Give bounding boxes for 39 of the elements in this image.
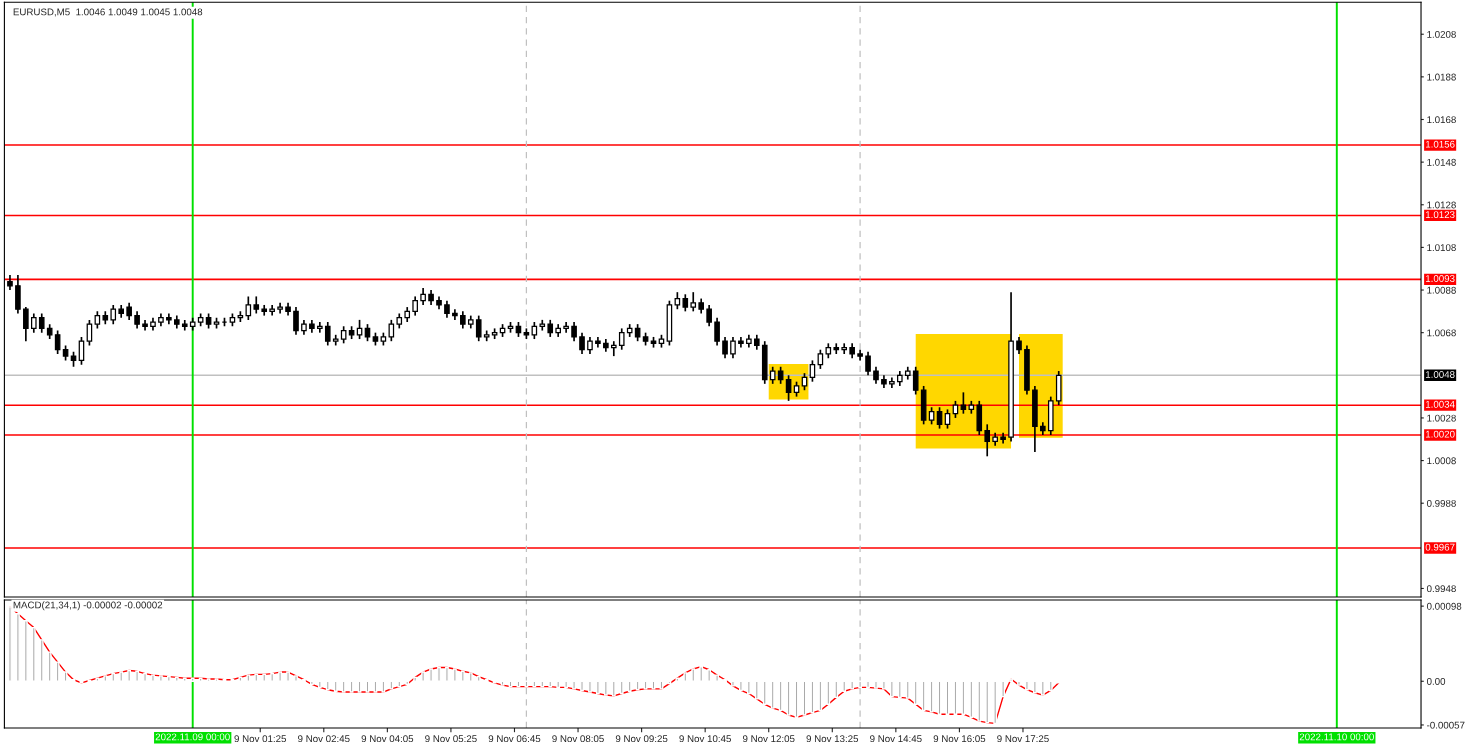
y-tick-label: 1.0208 bbox=[1427, 30, 1456, 38]
text: EURUSD,M5 1.0046 1.0049 1.0045 1.0048 bbox=[13, 8, 203, 17]
x-tick-label: 9 Nov 04:05 bbox=[361, 735, 414, 743]
x-tick-label: 9 Nov 02:45 bbox=[298, 735, 350, 743]
x-tick-label: 9 Nov 12:05 bbox=[742, 735, 795, 743]
x-tick-label: 9 Nov 13:25 bbox=[806, 735, 859, 743]
y-tick-label: 1.0008 bbox=[1427, 457, 1456, 465]
y-tick-label: 1.0088 bbox=[1427, 286, 1456, 294]
ref-line-label: 1.0034 bbox=[1426, 400, 1455, 408]
x-tick-label: 9 Nov 14:45 bbox=[870, 735, 922, 743]
x-tick-label: 9 Nov 08:05 bbox=[552, 735, 604, 743]
y-tick-label: 1.0108 bbox=[1427, 244, 1456, 252]
y-tick-label: 1.0128 bbox=[1427, 201, 1456, 209]
y-tick-label: 0.00098 bbox=[1426, 602, 1462, 610]
y-tick-label: 1.0148 bbox=[1427, 158, 1456, 166]
y-tick-label: 1.0068 bbox=[1427, 329, 1456, 337]
ref-line-label: 1.0048 bbox=[1426, 371, 1455, 378]
ref-line-label: 2022.11.10 00:00 bbox=[1299, 733, 1374, 741]
x-tick-label: 9 Nov 17:25 bbox=[997, 735, 1049, 743]
y-tick-label: 0.00 bbox=[1426, 678, 1446, 685]
y-tick-label: 1.0168 bbox=[1427, 116, 1456, 124]
ref-line-label: 2022.11.09 00:00 bbox=[155, 733, 230, 741]
x-tick-label: 9 Nov 09:25 bbox=[615, 735, 668, 743]
x-tick-label: 9 Nov 01:25 bbox=[234, 735, 287, 743]
ref-line-label: 1.0123 bbox=[1426, 211, 1455, 219]
y-tick-label: 1.0028 bbox=[1427, 414, 1456, 422]
ref-line-label: 1.0156 bbox=[1426, 140, 1455, 148]
x-tick-label: 9 Nov 05:25 bbox=[425, 735, 477, 743]
ref-line-label: 1.0093 bbox=[1426, 275, 1455, 282]
x-tick-label: 9 Nov 16:05 bbox=[933, 735, 986, 743]
x-tick-label: 9 Nov 06:45 bbox=[488, 735, 541, 743]
y-tick-label: -0.00057 bbox=[1427, 721, 1465, 729]
y-tick-label: 0.9948 bbox=[1426, 585, 1456, 593]
y-tick-label: 0.9988 bbox=[1426, 499, 1456, 507]
y-tick-label: 1.0188 bbox=[1427, 73, 1456, 81]
x-tick-label: 9 Nov 10:45 bbox=[679, 735, 731, 743]
ref-line-label: 1.0020 bbox=[1426, 430, 1455, 438]
chart-title: MACD(21,34,1) -0.00002 -0.00002 bbox=[13, 601, 163, 611]
ref-line-label: 0.9967 bbox=[1425, 543, 1455, 551]
